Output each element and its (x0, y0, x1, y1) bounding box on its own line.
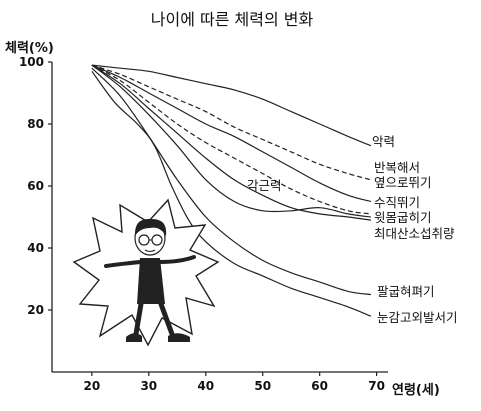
series-각근력-label: 각근력 (247, 178, 282, 193)
hair (134, 218, 167, 236)
y-tick-label: 20 (27, 303, 44, 317)
shoes (126, 333, 190, 342)
x-tick-label: 40 (197, 379, 214, 393)
x-tick-label: 60 (311, 379, 328, 393)
x-tick-label: 20 (84, 379, 101, 393)
x-ticks: 20 30 40 50 60 70 (84, 372, 385, 393)
series-반복해서-옆으로뛰기-line (91, 64, 372, 181)
y-axis-label: 체력(%) (5, 41, 54, 56)
x-tick-label: 70 (368, 379, 385, 393)
chart-title: 나이에 따른 체력의 변화 (151, 10, 314, 29)
series-수직뛰기-label: 수직뛰기 (374, 195, 420, 210)
series-각근력-line (91, 64, 371, 218)
x-axis-label: 연령(세) (392, 383, 440, 398)
series-악력-label: 악력 (372, 134, 395, 149)
y-ticks: 20 40 60 80 100 (19, 55, 52, 317)
x-tick-label: 30 (140, 379, 157, 393)
series-curves (91, 64, 372, 317)
arms (104, 255, 196, 268)
series-눈감고외발서기-label: 눈감고외발서기 (377, 310, 458, 325)
series-최대산소섭취량-label: 최대산소섭취량 (374, 226, 455, 241)
y-tick-label: 60 (27, 179, 44, 193)
mouth (144, 249, 156, 253)
series-반복해서-옆으로뛰기-label: 옆으로뛰기 (374, 175, 432, 190)
series-윗몸굽히기-line (91, 64, 371, 215)
series-눈감고외발서기-line (91, 70, 372, 317)
x-tick-label: 50 (254, 379, 271, 393)
y-tick-label: 80 (27, 117, 44, 131)
legs (133, 301, 175, 337)
series-악력-line (91, 64, 372, 147)
series-반복해서-옆으로뛰기-label: 반복해서 (374, 160, 420, 175)
series-팔굽혀펴기-line (91, 67, 371, 296)
series-팔굽혀펴기-label: 팔굽혀펴기 (377, 284, 435, 299)
tank-top (137, 258, 165, 304)
series-수직뛰기-line (91, 64, 372, 203)
y-tick-label: 100 (19, 55, 44, 69)
y-tick-label: 40 (27, 241, 44, 255)
series-최대산소섭취량-line (91, 64, 371, 221)
series-윗몸굽히기-label: 윗몸굽히기 (374, 210, 432, 225)
cartoon-figure (72, 198, 220, 347)
